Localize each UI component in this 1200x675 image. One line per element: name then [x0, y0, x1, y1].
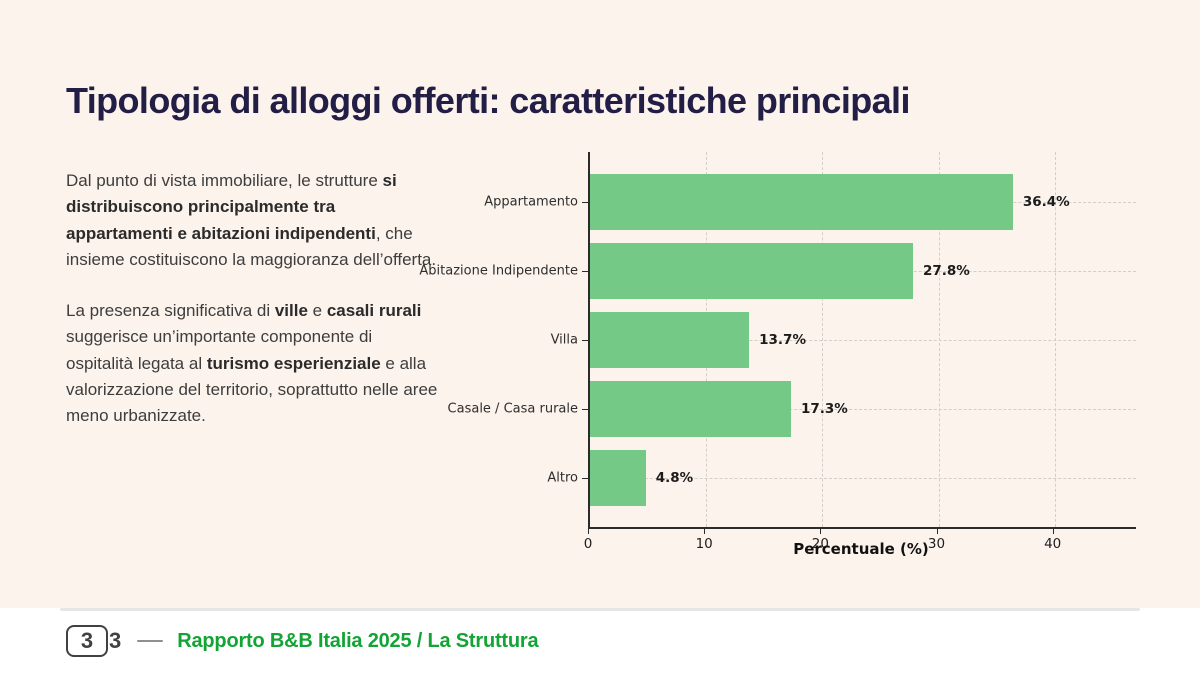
value-label: 13.7% — [759, 331, 806, 348]
footer-report-title: Rapporto B&B Italia 2025 / La Struttura — [177, 630, 538, 653]
value-label: 36.4% — [1022, 193, 1070, 210]
y-tick-mark — [582, 408, 588, 410]
text-run: , che insieme costituiscono la maggioran… — [66, 223, 437, 269]
paragraph-1: Dal punto di vista immobiliare, le strut… — [66, 168, 438, 273]
paragraph-2: La presenza significativa di ville e cas… — [66, 298, 438, 429]
x-tick-mark — [936, 528, 938, 534]
text-run: suggerisce un’importante componente di o… — [66, 327, 373, 373]
text-run: Dal punto di vista immobiliare, le strut… — [66, 171, 383, 190]
bb-logo-icon: 3 3 — [66, 625, 121, 657]
bb-logo-box: 3 — [66, 625, 108, 657]
bar — [590, 380, 791, 437]
category-label: Villa — [550, 332, 578, 347]
category-label: Altro — [547, 470, 578, 485]
x-tick-label: 10 — [695, 536, 713, 552]
footer-dash-icon — [137, 639, 164, 643]
x-tick-label: 20 — [811, 536, 829, 552]
bar — [590, 173, 1013, 230]
value-label: 17.3% — [800, 400, 848, 417]
y-tick-mark — [582, 201, 588, 203]
bar-row: Casale / Casa rurale 17.3% — [448, 374, 1136, 443]
footer: 3 3 Rapporto B&B Italia 2025 / La Strutt… — [0, 608, 1200, 675]
horizontal-gridline — [590, 339, 1136, 341]
bar — [590, 242, 913, 299]
slide-title: Tipologia di alloggi offerti: caratteris… — [66, 80, 910, 122]
text-run: e alla valorizzazione del territorio, so… — [66, 353, 438, 426]
category-label: Casale / Casa rurale — [447, 401, 578, 416]
x-tick-mark — [820, 528, 822, 534]
y-tick-mark — [582, 270, 588, 272]
footer-report-label: Rapporto B&B Italia 2025 / — [177, 629, 423, 652]
text-run: e — [307, 301, 327, 321]
x-tick-mark — [704, 528, 706, 534]
x-axis-title: Percentuale (%) — [793, 540, 929, 558]
bold-text-run: casali rurali — [326, 301, 422, 321]
text-run: La presenza significativa di — [66, 301, 275, 321]
bar — [590, 311, 750, 368]
bar-row: Appartamento 36.4% — [484, 167, 1136, 236]
bold-text-run: ville — [274, 301, 308, 321]
category-label: Abitazione Indipendente — [419, 263, 578, 278]
bar-row: Villa 13.7% — [551, 305, 1136, 374]
y-tick-mark — [582, 339, 588, 341]
x-axis: 0 10 20 30 40 — [584, 527, 1134, 577]
horizontal-gridline — [590, 408, 1136, 410]
bar-row: Altro 4.8% — [547, 443, 1136, 512]
x-tick-label: 0 — [583, 536, 593, 552]
category-label: Appartamento — [484, 194, 578, 209]
y-tick-mark — [582, 477, 588, 479]
bold-text-run: si distribuiscono principalmente tra app… — [66, 171, 397, 243]
bars-container: Appartamento 36.4% Abitazione Indipendente… — [419, 152, 1136, 527]
bold-text-run: turismo esperienziale — [206, 353, 381, 373]
bb-logo-glyph-2: 3 — [109, 628, 122, 653]
horizontal-gridline — [590, 477, 1136, 479]
footer-section-label: La Struttura — [422, 629, 539, 652]
value-label: 4.8% — [655, 469, 694, 486]
x-tick-mark — [1052, 528, 1054, 534]
x-tick-label: 40 — [1044, 536, 1062, 552]
x-tick-label: 30 — [927, 536, 946, 552]
x-tick-mark — [588, 528, 589, 534]
body-text: Dal punto di vista immobiliare, le strut… — [66, 168, 438, 430]
bar — [590, 449, 646, 506]
bb-logo-glyph-1: 3 — [80, 628, 94, 653]
bar-chart: Appartamento 36.4% Abitazione Indipendente… — [419, 152, 1136, 529]
footer-content: 3 3 Rapporto B&B Italia 2025 / La Strutt… — [66, 625, 539, 657]
footer-divider — [60, 608, 1140, 611]
bar-row: Abitazione Indipendente 27.8% — [419, 236, 1136, 305]
value-label: 27.8% — [922, 262, 970, 279]
